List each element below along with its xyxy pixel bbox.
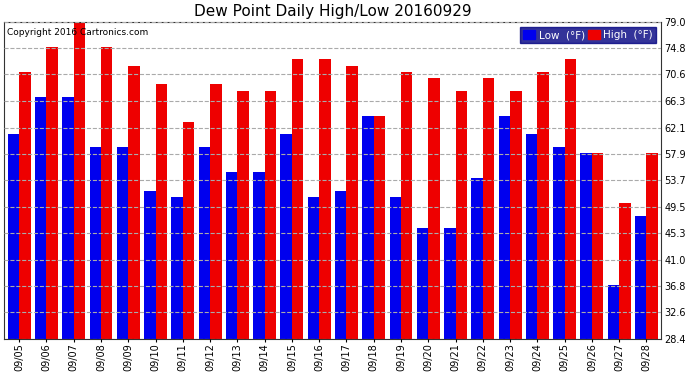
Bar — [374, 116, 385, 339]
Bar — [155, 84, 167, 339]
Bar — [117, 147, 128, 339]
Bar — [210, 84, 221, 339]
Bar — [226, 172, 237, 339]
Text: Copyright 2016 Cartronics.com: Copyright 2016 Cartronics.com — [8, 28, 149, 37]
Bar — [308, 197, 319, 339]
Bar — [265, 91, 276, 339]
Bar — [390, 197, 401, 339]
Bar — [538, 72, 549, 339]
Bar — [444, 228, 455, 339]
Bar — [499, 116, 510, 339]
Bar — [19, 72, 30, 339]
Bar — [171, 197, 183, 339]
Bar — [128, 66, 139, 339]
Bar — [253, 172, 265, 339]
Bar — [401, 72, 413, 339]
Bar — [510, 91, 522, 339]
Bar — [46, 47, 58, 339]
Bar — [471, 178, 483, 339]
Bar — [428, 78, 440, 339]
Bar — [292, 59, 304, 339]
Bar — [74, 22, 85, 339]
Bar — [564, 59, 576, 339]
Legend: Low  (°F), High  (°F): Low (°F), High (°F) — [520, 27, 656, 43]
Bar — [237, 91, 249, 339]
Bar — [319, 59, 331, 339]
Bar — [362, 116, 374, 339]
Bar — [199, 147, 210, 339]
Bar — [483, 78, 494, 339]
Bar — [526, 135, 538, 339]
Bar — [280, 135, 292, 339]
Bar — [335, 191, 346, 339]
Bar — [417, 228, 428, 339]
Bar — [62, 97, 74, 339]
Bar — [101, 47, 112, 339]
Bar — [580, 153, 592, 339]
Bar — [619, 203, 631, 339]
Bar — [455, 91, 467, 339]
Bar — [647, 153, 658, 339]
Bar — [90, 147, 101, 339]
Bar — [346, 66, 358, 339]
Bar — [183, 122, 195, 339]
Bar — [553, 147, 564, 339]
Title: Dew Point Daily High/Low 20160929: Dew Point Daily High/Low 20160929 — [194, 4, 471, 19]
Bar — [35, 97, 46, 339]
Bar — [592, 153, 603, 339]
Bar — [608, 285, 619, 339]
Bar — [635, 216, 647, 339]
Bar — [144, 191, 155, 339]
Bar — [8, 135, 19, 339]
